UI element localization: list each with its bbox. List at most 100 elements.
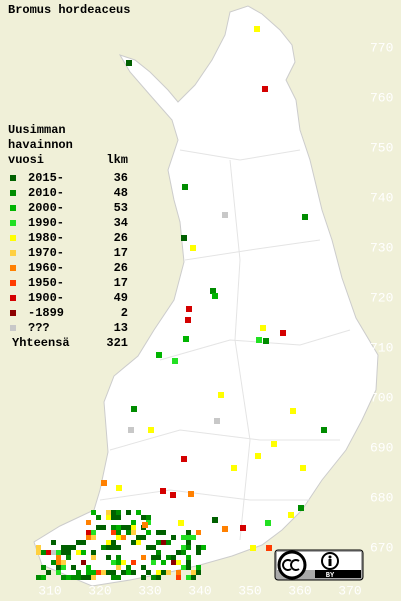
legend-count: 2 [121, 306, 128, 320]
square [186, 555, 191, 560]
square [126, 530, 131, 535]
square [156, 550, 161, 555]
square [136, 510, 141, 515]
square [86, 570, 91, 575]
square [71, 565, 76, 570]
square [240, 525, 246, 531]
square [196, 565, 201, 570]
square [156, 575, 161, 580]
square [156, 352, 162, 358]
square [101, 525, 106, 530]
east-label: 360 [288, 583, 311, 598]
square [131, 560, 136, 565]
square [254, 26, 260, 32]
north-label: 730 [370, 240, 393, 255]
square [81, 575, 86, 580]
square [161, 530, 166, 535]
square [128, 427, 134, 433]
square [263, 338, 269, 344]
legend-count: 17 [114, 246, 128, 260]
north-label: 770 [370, 40, 393, 55]
square [81, 550, 86, 555]
square [61, 560, 66, 565]
square [76, 575, 81, 580]
north-label: 760 [370, 90, 393, 105]
square [91, 570, 96, 575]
square [172, 358, 178, 364]
square [185, 317, 191, 323]
square [156, 540, 161, 545]
square [171, 560, 176, 565]
square [96, 570, 101, 575]
square [298, 505, 304, 511]
square [66, 545, 71, 550]
square [210, 288, 216, 294]
square [136, 540, 141, 545]
square [280, 330, 286, 336]
square [176, 570, 181, 575]
legend-swatch [10, 220, 16, 226]
square [136, 535, 141, 540]
square [86, 565, 91, 570]
square [141, 555, 146, 560]
legend-heading: Uusimman [8, 123, 66, 137]
square [181, 545, 186, 550]
legend-count: 48 [114, 186, 128, 200]
square [131, 406, 137, 412]
square [86, 530, 91, 535]
square [250, 545, 256, 551]
square [106, 555, 111, 560]
legend-heading: havainnon [8, 138, 73, 152]
square [111, 525, 116, 530]
legend-label: 1960- [28, 261, 64, 275]
square [161, 570, 166, 575]
square [166, 540, 171, 545]
square [265, 520, 271, 526]
square [76, 540, 81, 545]
observation-squares [36, 26, 327, 580]
square [76, 570, 81, 575]
square [191, 575, 196, 580]
square [61, 575, 66, 580]
square [56, 555, 61, 560]
square [116, 575, 121, 580]
square [196, 545, 201, 550]
east-label: 330 [138, 583, 161, 598]
square [161, 540, 166, 545]
square [166, 570, 171, 575]
square [121, 535, 126, 540]
square [170, 492, 176, 498]
square [131, 525, 136, 530]
square [176, 550, 181, 555]
legend-count: 13 [114, 321, 128, 335]
east-label: 320 [88, 583, 111, 598]
total-count: 321 [106, 336, 128, 350]
square [126, 60, 132, 66]
legend-count: 36 [114, 171, 128, 185]
square [186, 560, 191, 565]
square [186, 540, 191, 545]
legend-label: ??? [28, 321, 50, 335]
square [214, 418, 220, 424]
square [111, 530, 116, 535]
square [171, 555, 176, 560]
square [61, 565, 66, 570]
square [212, 517, 218, 523]
square [121, 570, 126, 575]
square [196, 570, 201, 575]
square [196, 550, 201, 555]
square [111, 515, 116, 520]
north-label: 690 [370, 440, 393, 455]
square [106, 515, 111, 520]
grid-labels: 770 760 750 740 730 720 710 700 690 680 670 310 320 3… [38, 40, 393, 598]
square [302, 214, 308, 220]
legend-label: 1950- [28, 276, 64, 290]
square [46, 570, 51, 575]
square [41, 550, 46, 555]
square [111, 575, 116, 580]
square [66, 575, 71, 580]
square [126, 565, 131, 570]
